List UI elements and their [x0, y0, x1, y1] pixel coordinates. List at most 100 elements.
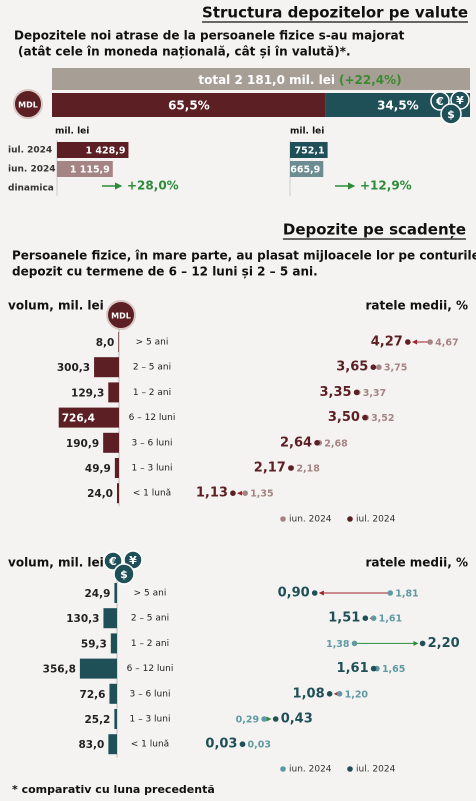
section-title: Depozite pe scadențe [283, 221, 466, 239]
category-label: 1 – 3 luni [132, 464, 173, 474]
volume-label: 25,2 [84, 714, 110, 726]
section-title: Structura depozitelor pe valute [202, 4, 468, 22]
rate-label-prev: 1,61 [379, 614, 402, 625]
category-label: > 5 ani [134, 589, 167, 599]
rate-label-curr: 1,08 [293, 686, 325, 701]
rates-axis-label: ratele medii, % [365, 299, 468, 313]
volume-bar [108, 382, 119, 403]
fx-symbol: $ [447, 108, 455, 121]
total-text: total 2 181,0 mil. lei (+22,4%) [198, 73, 401, 87]
rate-dot-prev [387, 590, 394, 596]
legend-label: iun. 2024 [289, 765, 332, 775]
rate-label-curr: 2,20 [428, 636, 460, 651]
share-label: 65,5% [168, 99, 210, 113]
rate-label-curr: 1,61 [337, 661, 369, 676]
period-label: iul. 2024 [8, 146, 52, 156]
legend-label: iul. 2024 [356, 765, 396, 775]
category-label: 1 – 2 ani [131, 639, 169, 649]
volume-bar [108, 734, 117, 755]
value-label: 1 115,9 [70, 165, 110, 176]
total-value: total 2 181,0 mil. lei [198, 73, 335, 87]
fx-symbol: ¥ [129, 554, 137, 567]
volume-label: 24,0 [87, 488, 113, 500]
rate-dot-prev [427, 339, 433, 345]
mdl-badge [13, 89, 43, 119]
legend-label: iul. 2024 [356, 515, 396, 525]
rate-dot-curr [370, 364, 377, 371]
legend-dot [280, 766, 286, 772]
total-change: (+22,4%) [339, 73, 402, 87]
fx-symbol: € [108, 555, 117, 568]
value-bar [290, 142, 328, 158]
rate-dot-curr [405, 339, 411, 345]
share-segment [52, 93, 326, 117]
unit-label: mil. lei [290, 127, 324, 137]
volume-label: 726,4 [62, 413, 95, 425]
volume-label: 356,8 [43, 664, 76, 676]
period-label: iun. 2024 [8, 165, 56, 175]
volume-bar [58, 407, 119, 428]
volume-label: 190,9 [66, 438, 99, 450]
legend-label: iun. 2024 [289, 515, 332, 525]
fx-symbol: € [435, 95, 444, 108]
value-bar [57, 142, 129, 158]
value-label: 1 428,9 [85, 146, 125, 157]
volume-bar [109, 683, 117, 704]
rate-label-curr: 1,51 [328, 611, 360, 626]
share-label: 34,5% [377, 99, 419, 113]
rate-label-prev: 1,35 [250, 489, 273, 500]
fx-symbol: ¥ [456, 94, 464, 107]
rate-label-curr: 3,65 [336, 360, 368, 375]
rate-label-curr: 0,03 [205, 737, 237, 752]
volume-label: 49,9 [85, 463, 111, 475]
mdl-badge-text: MDL [111, 312, 131, 321]
rate-label-prev: 2,18 [296, 464, 320, 475]
volume-label: 130,3 [66, 613, 99, 625]
rate-label-curr: 0,90 [278, 586, 310, 601]
category-label: 2 – 5 ani [133, 363, 171, 373]
rate-dot-curr [230, 490, 236, 497]
rate-dot-prev [242, 490, 248, 497]
unit-label: mil. lei [55, 127, 89, 137]
volume-label: 8,0 [96, 337, 115, 349]
mdl-badge-text: MDL [18, 101, 38, 110]
rate-dot-prev [370, 615, 377, 621]
rate-label-prev: 4,67 [435, 338, 458, 349]
rate-dot-prev [351, 640, 358, 647]
change-label: +12,9% [360, 179, 412, 193]
volume-bar [118, 332, 119, 352]
change-label: +28,0% [127, 179, 179, 193]
fx-icon [440, 103, 462, 125]
volume-bar [114, 458, 119, 478]
rate-dot-curr [362, 414, 368, 421]
value-bar [57, 161, 113, 177]
rate-dot-prev [376, 364, 382, 371]
rate-label-curr: 0,43 [281, 712, 313, 727]
rate-label-prev: 1,65 [382, 664, 405, 675]
legend-dot [347, 516, 353, 522]
category-label: 3 – 6 luni [132, 438, 173, 448]
rate-label-prev: 3,37 [363, 388, 386, 399]
category-label: 2 – 5 ani [131, 614, 169, 624]
rate-label-prev: 3,75 [384, 363, 407, 374]
rate-dot-prev [336, 691, 343, 697]
rate-label-curr: 2,17 [254, 461, 286, 476]
rate-dot-curr [370, 665, 377, 672]
value-bar [290, 161, 324, 177]
rate-dot-curr [419, 640, 426, 647]
rate-label-prev: 2,68 [324, 438, 348, 449]
volume-label: 24,9 [84, 588, 110, 600]
subtitle: Persoanele fizice, în mare parte, au pla… [12, 249, 476, 263]
rate-label-prev: 3,52 [371, 413, 394, 424]
rate-label-curr: 3,35 [320, 385, 352, 400]
volume-bar [114, 709, 117, 729]
mdl-badge [106, 300, 136, 330]
rate-dot-curr [326, 691, 333, 697]
rates-axis-label: ratele medii, % [365, 556, 468, 570]
volume-axis-label: volum, mil. lei [8, 556, 104, 570]
volume-label: 72,6 [80, 689, 106, 701]
footnote: * comparativ cu luna precedentă [12, 783, 215, 796]
legend-dot [280, 516, 286, 522]
volume-bar [110, 633, 117, 654]
